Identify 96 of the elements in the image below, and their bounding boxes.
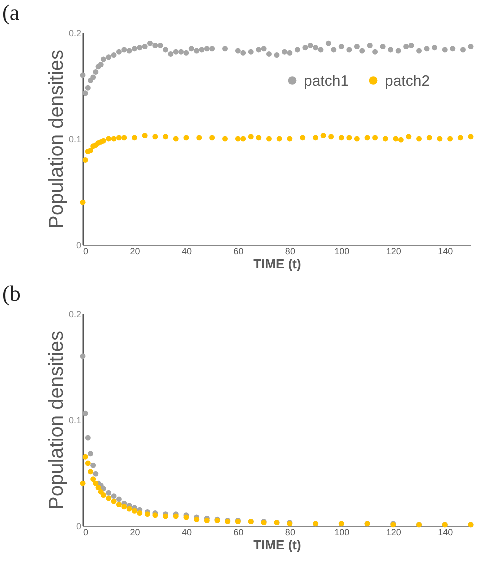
point	[82, 157, 88, 163]
x-tick-label: 120	[386, 246, 402, 256]
point	[266, 136, 272, 142]
point	[111, 494, 117, 500]
x-tick-label: 80	[285, 528, 296, 538]
point	[406, 134, 412, 140]
point	[300, 135, 306, 141]
x-tick-label: 80	[285, 246, 296, 256]
point	[416, 136, 422, 142]
point	[80, 480, 86, 486]
point	[82, 410, 88, 416]
point	[426, 135, 432, 141]
x-tick-label: 100	[334, 246, 350, 256]
point	[85, 460, 91, 466]
point	[132, 135, 138, 141]
point	[448, 136, 454, 142]
point	[248, 134, 254, 140]
x-tick-label: 0	[84, 246, 89, 256]
legend-label: patch1	[304, 72, 350, 90]
x-tick-label: 100	[334, 528, 350, 538]
x-tick-label: 0	[84, 528, 89, 538]
y-tick-label: 0.2	[68, 310, 82, 320]
point	[382, 136, 388, 142]
point	[122, 504, 128, 510]
x-axis-title: TIME (t)	[254, 538, 302, 552]
point	[142, 133, 148, 139]
point	[320, 133, 326, 139]
point	[364, 135, 370, 141]
point	[210, 135, 216, 141]
point	[184, 135, 190, 141]
point	[93, 471, 99, 477]
x-axis-title: TIME (t)	[254, 256, 302, 272]
y-axis-title: Population densities	[46, 330, 68, 510]
chart-title: (a	[2, 0, 20, 25]
point	[240, 136, 246, 142]
point	[122, 135, 128, 141]
point	[354, 136, 360, 142]
x-tick-label: 60	[234, 528, 244, 538]
point	[96, 485, 102, 491]
legend-label: patch2	[385, 72, 430, 90]
point	[346, 135, 352, 141]
point	[173, 136, 179, 142]
point	[372, 135, 378, 141]
point	[152, 134, 158, 140]
point	[100, 492, 106, 498]
point	[222, 136, 228, 142]
x-tick-label: 140	[438, 246, 454, 256]
point	[90, 462, 96, 468]
point	[111, 136, 117, 142]
chart-title: (b	[2, 281, 21, 306]
point	[196, 135, 202, 141]
point	[137, 510, 143, 516]
point	[458, 135, 464, 141]
point	[85, 435, 91, 441]
point	[93, 480, 99, 486]
point	[132, 508, 138, 514]
x-tick-label: 20	[130, 528, 140, 538]
point	[313, 135, 319, 141]
point	[100, 138, 106, 144]
point	[437, 136, 443, 142]
y-tick-label: 0.1	[68, 416, 82, 426]
point	[106, 136, 112, 142]
point	[80, 354, 86, 360]
x-tick-label: 20	[130, 246, 140, 256]
point	[393, 136, 399, 142]
point	[144, 512, 150, 518]
point	[235, 136, 241, 142]
point	[287, 136, 293, 142]
y-tick-label: 0.2	[68, 28, 82, 38]
point	[82, 454, 88, 460]
point	[163, 134, 169, 140]
y-axis-title: Population densities	[46, 50, 68, 230]
point	[338, 135, 344, 141]
y-tick-label: 0.1	[68, 134, 82, 144]
point	[88, 469, 94, 475]
point	[116, 135, 122, 141]
point	[126, 506, 132, 512]
point	[116, 502, 122, 508]
x-tick-label: 40	[182, 246, 192, 256]
point	[468, 134, 474, 140]
point	[106, 496, 112, 502]
point	[90, 476, 96, 482]
point	[398, 137, 404, 143]
point	[106, 490, 112, 496]
point	[80, 200, 86, 206]
point	[111, 498, 117, 504]
point	[256, 135, 262, 141]
x-tick-label: 60	[234, 246, 244, 256]
x-tick-label: 140	[438, 528, 454, 538]
x-tick-label: 40	[182, 528, 192, 538]
point	[276, 136, 282, 142]
point	[88, 148, 94, 154]
x-tick-label: 120	[386, 528, 402, 538]
point	[328, 134, 334, 140]
point	[116, 496, 122, 502]
point	[88, 451, 94, 457]
